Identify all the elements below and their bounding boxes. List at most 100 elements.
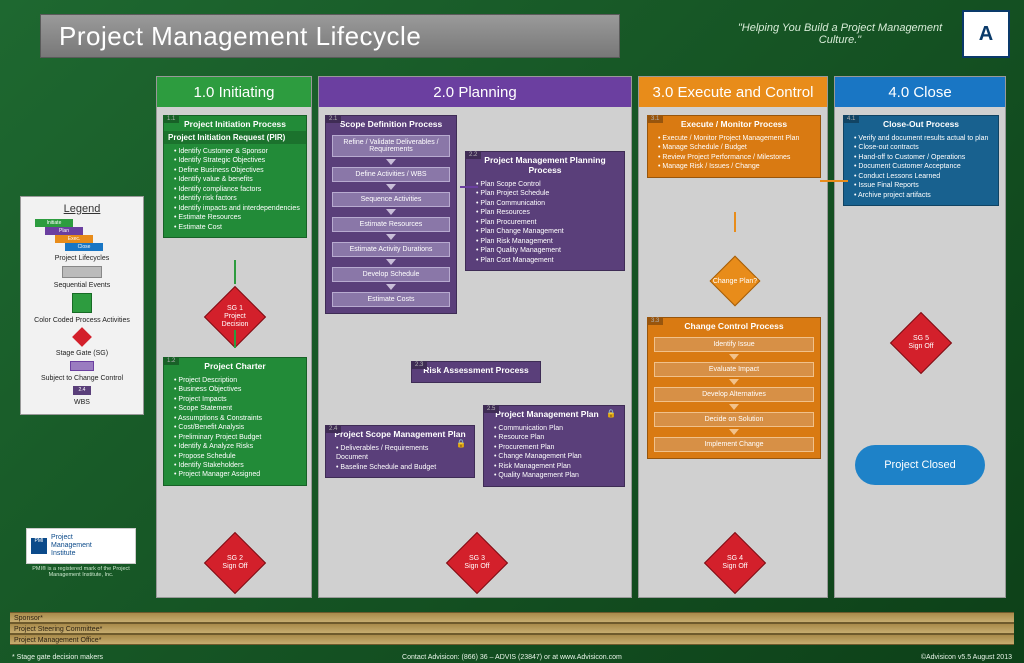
list-item: Verify and document results actual to pl…: [854, 134, 992, 143]
list-item: Resource Plan: [494, 433, 618, 442]
card-items: Project DescriptionBusiness ObjectivesPr…: [164, 373, 306, 485]
list-item: Cost/Benefit Analysis: [174, 423, 300, 432]
pmi-badge: PMI Project Management Institute: [26, 528, 136, 564]
list-item: Plan Procurement: [476, 218, 618, 227]
sequence-step: Sequence Activities: [332, 192, 450, 207]
list-item: Estimate Cost: [174, 223, 300, 232]
list-item: Assumptions & Constraints: [174, 414, 300, 423]
sequence-step: Define Activities / WBS: [332, 167, 450, 182]
legend-subject-icon: [70, 361, 94, 371]
lane-note: * Stage gate decision makers: [12, 654, 103, 661]
list-item: Propose Schedule: [174, 452, 300, 461]
page-title: Project Management Lifecycle: [40, 14, 620, 58]
list-item: Identify impacts and interdependencies: [174, 204, 300, 213]
gate-sg5: SG 5 Sign Off: [899, 321, 943, 365]
arrow: [234, 330, 236, 348]
card-title: Project Charter: [164, 358, 306, 373]
sequence-step: Estimate Activity Durations: [332, 242, 450, 257]
sequence-step: Develop Alternatives: [654, 387, 814, 402]
card-title: Risk Assessment Process: [412, 362, 540, 377]
decision-change-plan: Change Plan?: [705, 263, 765, 299]
card-title: Project Management Plan🔒: [484, 406, 624, 421]
legend-diamond-icon: [72, 327, 92, 347]
down-arrow-icon: [386, 184, 396, 190]
list-item: Plan Project Schedule: [476, 189, 618, 198]
card-num: 2.2: [465, 151, 481, 159]
arrow: [820, 180, 848, 182]
card-risk-assessment: 2.3 Risk Assessment Process: [411, 361, 541, 383]
sequence-step: Estimate Resources: [332, 217, 450, 232]
card-num: 2.4: [325, 425, 341, 433]
list-item: Execute / Monitor Project Management Pla…: [658, 134, 814, 143]
card-close-out: 4.1 Close-Out Process Verify and documen…: [843, 115, 999, 206]
card-num: 2.3: [411, 361, 427, 369]
legend-wbs-tag: 2.4: [73, 386, 91, 395]
list-item: Scope Statement: [174, 404, 300, 413]
card-items: Deliverables / Requirements DocumentBase…: [326, 441, 474, 477]
list-item: Review Project Performance / Milestones: [658, 153, 814, 162]
sequence-step: Refine / Validate Deliverables / Require…: [332, 135, 450, 157]
footer-contact: Contact Advisicon: (866) 36 – ADVIS (238…: [402, 654, 622, 661]
list-item: Plan Change Management: [476, 227, 618, 236]
card-num: 3.3: [647, 317, 663, 325]
list-item: Issue Final Reports: [854, 181, 992, 190]
card-scope-definition: 2.1 Scope Definition Process Refine / Va…: [325, 115, 457, 314]
step-stack: Refine / Validate Deliverables / Require…: [326, 131, 456, 313]
list-item: Identify compliance factors: [174, 185, 300, 194]
pmi-note: PMI® is a registered mark of the Project…: [26, 566, 136, 578]
list-item: Business Objectives: [174, 385, 300, 394]
list-item: Plan Communication: [476, 199, 618, 208]
card-items: Verify and document results actual to pl…: [844, 131, 998, 205]
lane-steering: Project Steering Committee*: [10, 623, 1014, 634]
arrow: [234, 260, 236, 284]
down-arrow-icon: [386, 234, 396, 240]
list-item: Identify value & benefits: [174, 175, 300, 184]
list-item: Communication Plan: [494, 424, 618, 433]
list-item: Deliverables / Requirements Document: [336, 444, 468, 463]
card-title: Execute / Monitor Process: [648, 116, 820, 131]
card-title: Project Initiation Process: [164, 116, 306, 131]
list-item: Identify Customer & Sponsor: [174, 147, 300, 156]
list-item: Identify risk factors: [174, 194, 300, 203]
logo-badge: A: [962, 10, 1010, 58]
legend-row-lifecycles: Project Lifecycles: [27, 255, 137, 262]
down-arrow-icon: [729, 379, 739, 385]
down-arrow-icon: [729, 429, 739, 435]
sequence-step: Develop Schedule: [332, 267, 450, 282]
list-item: Document Customer Acceptance: [854, 162, 992, 171]
card-num: 3.1: [647, 115, 663, 123]
list-item: Project Impacts: [174, 395, 300, 404]
phase-initiating-title: 1.0 Initiating: [157, 77, 311, 107]
lane-pmo: Project Management Office*: [10, 634, 1014, 645]
phase-close: 4.0 Close 4.1 Close-Out Process Verify a…: [834, 76, 1006, 598]
stakeholder-lanes: Sponsor* Project Steering Committee* Pro…: [10, 612, 1014, 645]
down-arrow-icon: [386, 159, 396, 165]
legend-panel: Legend Initiate Plan Exec. Close Project…: [20, 196, 144, 415]
legend-seq-icon: [62, 266, 102, 278]
list-item: Manage Schedule / Budget: [658, 143, 814, 152]
card-title: Scope Definition Process: [326, 116, 456, 131]
phase-execute: 3.0 Execute and Control 3.1 Execute / Mo…: [638, 76, 828, 598]
card-items: Identify Customer & SponsorIdentify Stra…: [164, 144, 306, 237]
legend-row-sequential: Sequential Events: [27, 282, 137, 289]
gate-sg2: SG 2 Sign Off: [213, 541, 257, 585]
phase-planning-title: 2.0 Planning: [319, 77, 631, 107]
list-item: Plan Risk Management: [476, 237, 618, 246]
down-arrow-icon: [386, 209, 396, 215]
pmi-text: Project Management Institute: [51, 534, 92, 557]
card-execute-monitor: 3.1 Execute / Monitor Process Execute / …: [647, 115, 821, 178]
list-item: Project Description: [174, 376, 300, 385]
lane-sponsor: Sponsor*: [10, 612, 1014, 623]
phase-close-title: 4.0 Close: [835, 77, 1005, 107]
list-item: Identify Stakeholders: [174, 461, 300, 470]
gate-sg4: SG 4 Sign Off: [713, 541, 757, 585]
card-title: Close-Out Process: [844, 116, 998, 131]
arrow: [460, 186, 478, 188]
legend-row-stagegate: Stage Gate (SG): [27, 350, 137, 357]
lock-icon: 🔒: [606, 409, 616, 418]
card-num: 2.1: [325, 115, 341, 123]
legend-chip-plan: Plan: [45, 227, 83, 235]
list-item: Define Business Objectives: [174, 166, 300, 175]
list-item: Baseline Schedule and Budget: [336, 463, 468, 472]
card-num: 1.2: [163, 357, 179, 365]
